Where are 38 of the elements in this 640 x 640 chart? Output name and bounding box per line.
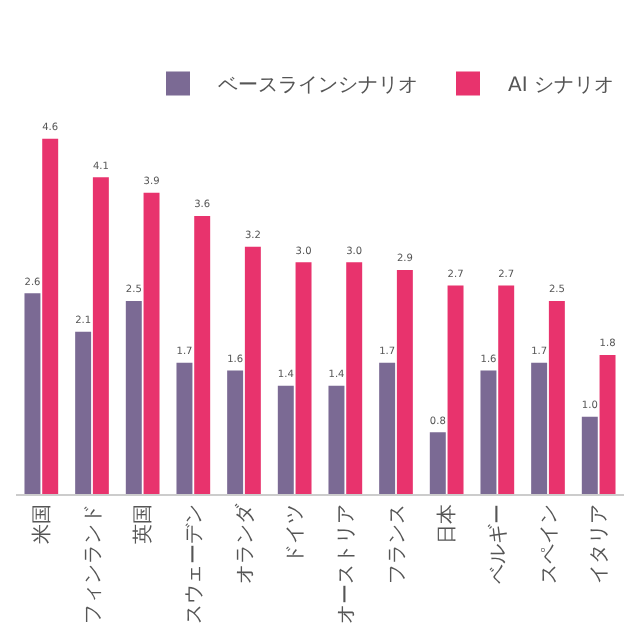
x-tick-label: 米国 [29, 504, 54, 544]
bar [599, 354, 616, 494]
bar [531, 362, 548, 494]
legend-label: AI シナリオ [508, 75, 614, 98]
bar [498, 285, 515, 494]
bar [328, 385, 345, 494]
x-tick-label: オーストリア [335, 504, 358, 624]
x-tick-label: オランダ [232, 502, 257, 584]
bar [194, 215, 211, 494]
bar [24, 293, 41, 494]
x-tick-label: スウェーデン [183, 504, 206, 624]
bar [42, 138, 59, 494]
bar [143, 192, 160, 494]
bar [379, 362, 396, 494]
bar [75, 331, 92, 494]
x-tick-label: 日本 [435, 504, 460, 544]
bar [244, 246, 261, 494]
legend-label: ベースラインシナリオ [218, 75, 418, 98]
x-tick-label: フィンランド [82, 504, 105, 624]
x-tick-label: イタリア [589, 504, 612, 584]
bar [92, 177, 109, 494]
bar [277, 385, 294, 494]
x-tick-label: ドイツ [285, 504, 308, 564]
x-tick-label: 英国 [131, 504, 156, 544]
bar [125, 300, 142, 494]
x-tick-label: スペイン [538, 504, 561, 584]
x-tick-label: ベルギー [485, 504, 510, 584]
bar [429, 432, 446, 494]
bar [581, 416, 598, 494]
bar [295, 262, 312, 494]
bar [548, 300, 565, 494]
bar [447, 285, 464, 494]
bar [346, 262, 363, 494]
bar [176, 362, 193, 494]
bar [396, 270, 413, 494]
x-tick-label: フランス [386, 504, 409, 584]
bar [480, 370, 497, 494]
bar [227, 370, 244, 494]
